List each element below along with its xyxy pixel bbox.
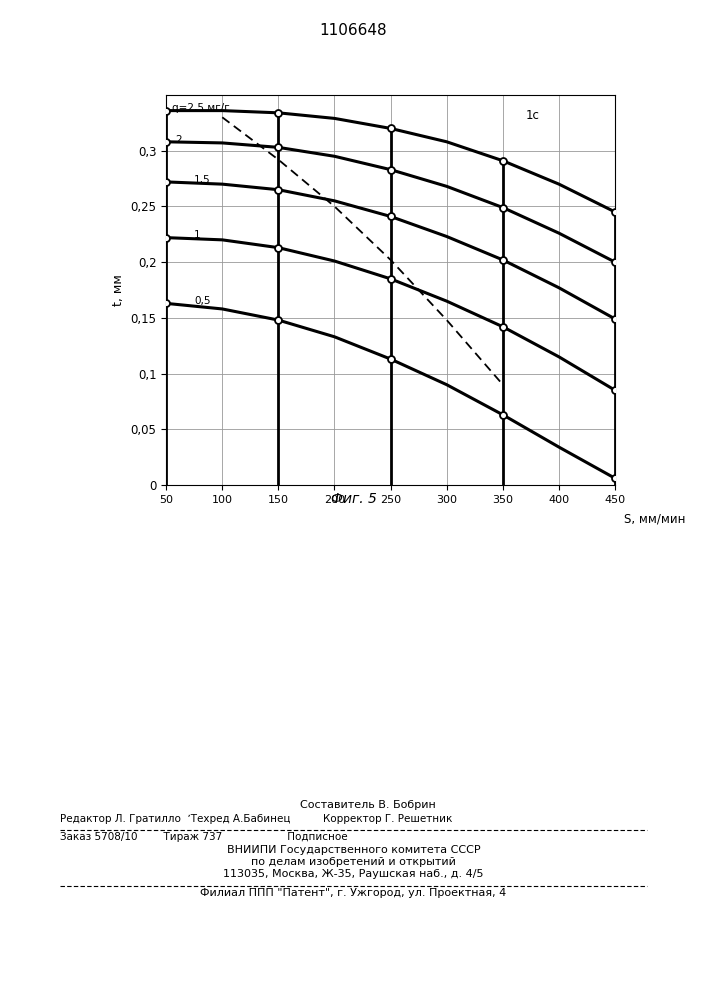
Text: S, мм/мин: S, мм/мин [624,512,686,525]
Text: Фиг. 5: Фиг. 5 [331,492,376,506]
Text: 113035, Москва, Ж-35, Раушская наб., д. 4/5: 113035, Москва, Ж-35, Раушская наб., д. … [223,869,484,879]
Text: по делам изобретений и открытий: по делам изобретений и открытий [251,857,456,867]
Text: 0,5: 0,5 [194,296,211,306]
Text: ВНИИПИ Государственного комитета СССР: ВНИИПИ Государственного комитета СССР [227,845,480,855]
Text: q=2,5 мг/г: q=2,5 мг/г [172,103,229,113]
Text: 1: 1 [194,230,201,240]
Text: Составитель В. Бобрин: Составитель В. Бобрин [300,800,436,810]
Y-axis label: t, мм: t, мм [112,274,125,306]
Text: 1106648: 1106648 [320,23,387,38]
Text: Заказ 5708/10        Тираж 737                    Подписное: Заказ 5708/10 Тираж 737 Подписное [60,832,348,842]
Text: 1,5: 1,5 [194,175,211,185]
Text: Филиал ППП "Патент", г. Ужгород, ул. Проектная, 4: Филиал ППП "Патент", г. Ужгород, ул. Про… [200,888,507,898]
Text: Редактор Л. Гратилло  ʼТехред А.Бабинец          Корректор Г. Решетник: Редактор Л. Гратилло ʼТехред А.Бабинец К… [60,814,452,824]
Text: 2: 2 [175,135,182,145]
Text: 1с: 1с [525,109,539,122]
